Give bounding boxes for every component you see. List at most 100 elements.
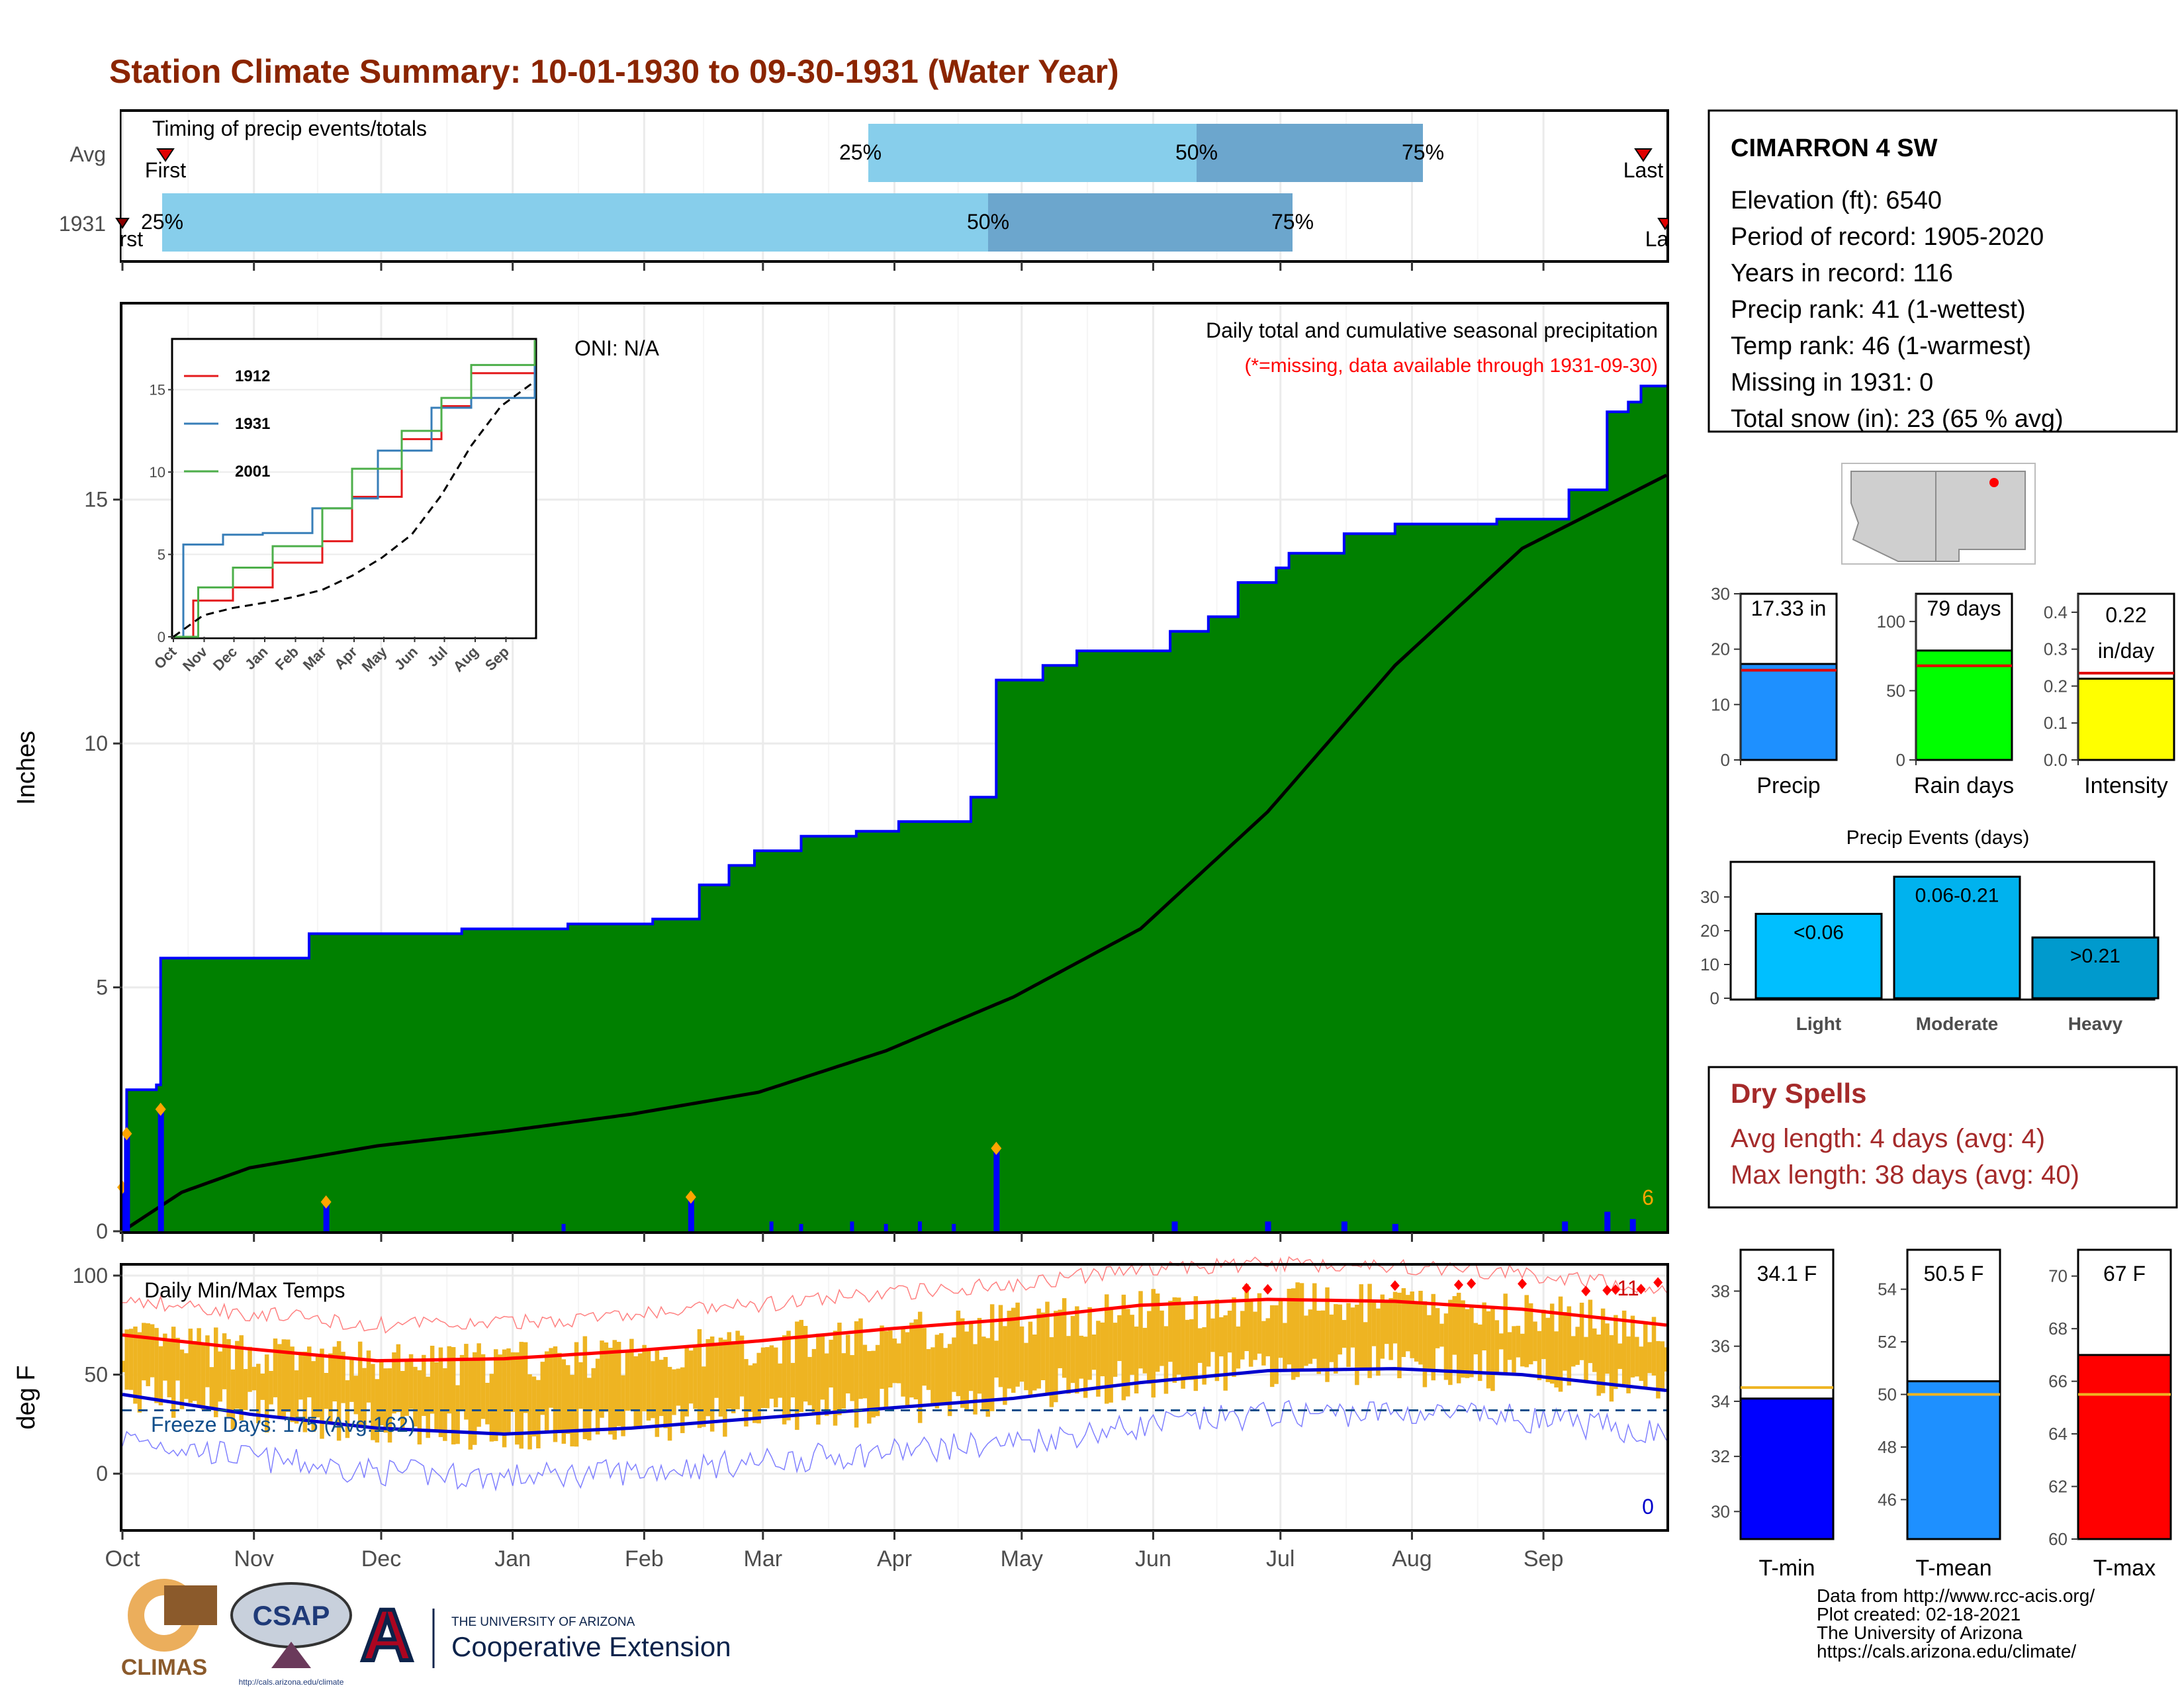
daily-temp-bar — [1626, 1336, 1631, 1393]
daily-temp-bar — [934, 1335, 940, 1409]
daily-temp-bar — [1579, 1302, 1584, 1360]
hot-day-marker — [1390, 1280, 1400, 1291]
daily-temp-bar — [1651, 1317, 1657, 1376]
temp-label: Daily Min/Max Temps — [144, 1278, 345, 1302]
temp-summary-y-tick-label: 52 — [1878, 1332, 1897, 1352]
daily-temp-bar — [985, 1338, 991, 1417]
daily-temp-bar — [1490, 1307, 1495, 1391]
daily-precip-bar — [769, 1221, 774, 1231]
credit-line-2: The University of Arizona — [1817, 1622, 2023, 1643]
daily-temp-bar — [1045, 1301, 1050, 1396]
daily-temp-bar — [1630, 1315, 1635, 1378]
event-bar-label: Heavy — [2068, 1013, 2123, 1034]
temp-y-tick-label: 0 — [96, 1462, 108, 1485]
daily-temp-bar — [587, 1378, 592, 1440]
daily-temp-bar — [184, 1353, 189, 1399]
daily-temp-bar — [600, 1340, 604, 1418]
daily-temp-bar — [807, 1356, 812, 1405]
daily-temp-bar — [1392, 1291, 1398, 1344]
daily-precip-bar — [917, 1221, 922, 1231]
daily-temp-bar — [1533, 1321, 1537, 1362]
daily-temp-bar — [137, 1332, 142, 1413]
daily-temp-bar — [248, 1346, 252, 1392]
daily-temp-bar — [434, 1362, 439, 1430]
station-line-1: Period of record: 1905-2020 — [1731, 223, 2044, 251]
daily-temp-bar — [1181, 1303, 1185, 1389]
station-line-2: Years in record: 116 — [1731, 259, 1953, 287]
daily-precip-bar — [1341, 1221, 1347, 1231]
extreme-event-marker — [320, 1195, 332, 1209]
daily-temp-bar — [705, 1338, 710, 1417]
inset-y-tick-label: 0 — [158, 629, 165, 645]
daily-temp-bar — [1456, 1292, 1461, 1383]
daily-temp-bar — [468, 1358, 473, 1450]
daily-temp-bar — [688, 1350, 694, 1404]
locator-map — [1841, 463, 2036, 565]
station-line-5: Missing in 1931: 0 — [1731, 369, 1933, 397]
daily-temp-bar — [553, 1346, 558, 1442]
summary-bar — [2077, 677, 2175, 761]
daily-temp-bar — [315, 1356, 320, 1418]
page-title: Station Climate Summary: 10-01-1930 to 0… — [109, 53, 1119, 90]
daily-temp-bar — [896, 1343, 901, 1383]
daily-temp-bar — [1614, 1315, 1618, 1389]
daily-temp-bar — [477, 1343, 481, 1427]
dry-spells-title: Dry Spells — [1731, 1078, 1866, 1109]
daily-temp-bar — [981, 1336, 986, 1412]
daily-temp-bar — [392, 1352, 396, 1414]
daily-temp-bar — [1109, 1307, 1113, 1403]
daily-temp-bar — [1516, 1325, 1521, 1358]
daily-temp-bar — [1338, 1304, 1342, 1355]
hot-day-marker — [1467, 1278, 1477, 1289]
month-tick-label: May — [1001, 1546, 1043, 1571]
daily-temp-bar — [264, 1354, 269, 1433]
daily-precip-bar — [1265, 1221, 1271, 1231]
daily-temp-bar — [1278, 1300, 1283, 1358]
temp-y-tick-label: 50 — [84, 1363, 108, 1387]
daily-temp-bar — [1609, 1335, 1614, 1402]
daily-temp-bar — [1206, 1301, 1211, 1367]
daily-temp-bar — [968, 1321, 974, 1391]
daily-temp-bar — [451, 1346, 456, 1445]
temp-panel: 0 50 100 Daily Min/Max Temps deg F Freeze … — [13, 1256, 1669, 1532]
daily-temp-bar — [124, 1329, 129, 1390]
daily-temp-bar — [1117, 1315, 1122, 1362]
daily-temp-bar — [1461, 1300, 1465, 1378]
daily-temp-bar — [205, 1335, 210, 1387]
daily-temp-bar — [464, 1344, 469, 1420]
station-name: CIMARRON 4 SW — [1731, 134, 1938, 162]
daily-temp-bar — [1554, 1331, 1559, 1388]
record-high-line — [122, 1256, 1667, 1334]
daily-temp-bar — [778, 1363, 782, 1398]
daily-temp-bar — [341, 1352, 345, 1403]
temp-summary-value-label: 67 F — [2103, 1262, 2146, 1286]
daily-temp-bar — [1524, 1295, 1529, 1368]
daily-temp-bar — [438, 1347, 443, 1437]
ua-small-text: THE UNIVERSITY OF ARIZONA — [451, 1615, 635, 1629]
daily-temp-bar — [472, 1352, 477, 1445]
month-tick-label: Jul — [1266, 1546, 1295, 1571]
daily-temp-bar — [884, 1331, 889, 1409]
daily-temp-bar — [302, 1351, 308, 1432]
daily-temp-bar — [366, 1350, 371, 1403]
daily-temp-bar — [1384, 1302, 1389, 1344]
daily-temp-bar — [616, 1342, 621, 1427]
daily-temp-bar — [574, 1342, 579, 1447]
daily-temp-bar — [1418, 1290, 1423, 1365]
daily-temp-bar — [582, 1336, 588, 1440]
daily-temp-bar — [1100, 1322, 1105, 1377]
daily-temp-bar — [964, 1331, 969, 1412]
hot-day-marker — [1518, 1278, 1527, 1289]
temp-summary-y-tick-label: 46 — [1878, 1489, 1897, 1509]
new-mexico-shape — [1935, 471, 2026, 562]
summary-bar — [1915, 649, 2013, 761]
daily-temp-bar — [1596, 1335, 1601, 1396]
avg-row-label: Avg — [69, 142, 106, 166]
daily-temp-bar — [494, 1349, 498, 1441]
extreme-count: 6 — [1642, 1186, 1654, 1209]
credit-line-1: Plot created: 02-18-2021 — [1817, 1604, 2021, 1624]
daily-temp-bar — [1643, 1321, 1648, 1387]
daily-temp-bar — [892, 1338, 897, 1383]
daily-temp-bar — [1248, 1300, 1253, 1367]
